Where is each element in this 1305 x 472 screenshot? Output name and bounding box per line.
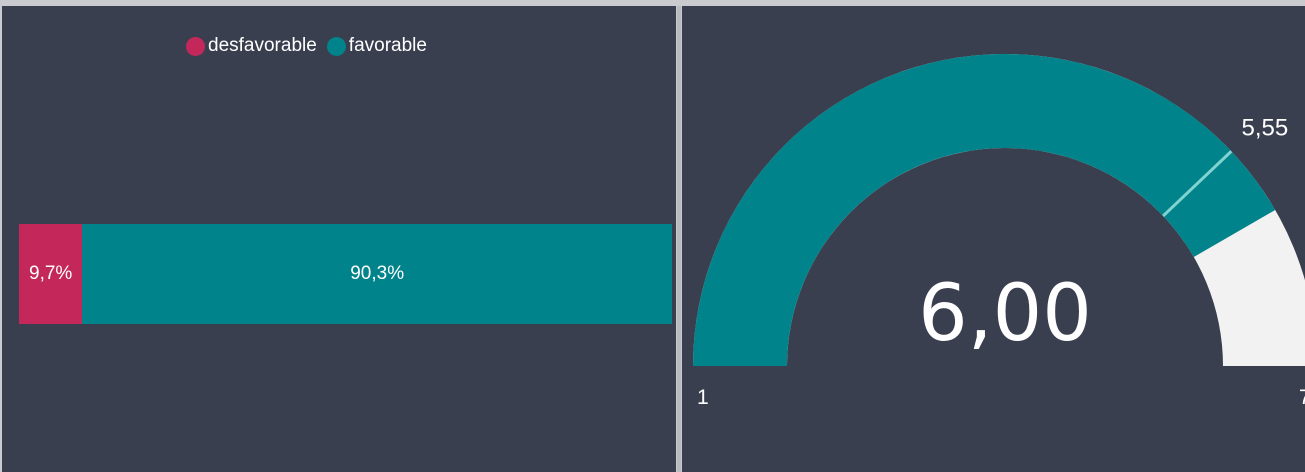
gauge-max-label: 7 [1299,386,1305,409]
gauge-min-label: 1 [697,386,709,409]
bar-label-desfavorable: 9,7% [29,263,73,284]
legend-label-desfavorable: desfavorable [208,35,317,56]
legend-marker-favorable [326,36,346,56]
legend-marker-desfavorable [186,36,205,56]
stacked-bar: 9,7% 90,3% [19,224,672,324]
bar-label-favorable: 90,3% [350,263,405,284]
gauge-target-marker [1162,150,1233,218]
panel-divider [677,6,681,472]
legend-item-favorable[interactable]: favorable [326,35,427,57]
gauge-chart: 5,55 6,00 1 7 [693,53,1305,409]
legend-item-desfavorable[interactable]: desfavorable [186,35,317,57]
gauge-value-label: 6,00 [918,269,1092,359]
gauge-target-label: 5,55 [1241,115,1288,142]
legend-label-favorable: favorable [348,35,427,56]
bar-segment-favorable[interactable]: 90,3% [82,224,672,324]
gauge-fill[interactable] [693,53,1276,367]
bar-segment-desfavorable[interactable]: 9,7% [19,224,83,324]
bar-legend: desfavorable favorable [186,32,427,60]
